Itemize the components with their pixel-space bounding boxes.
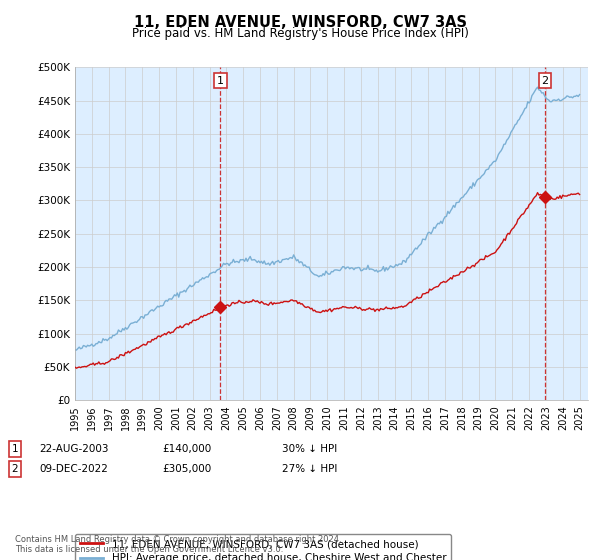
Text: 1: 1 [11, 444, 19, 454]
Text: 09-DEC-2022: 09-DEC-2022 [39, 464, 108, 474]
Text: 2: 2 [11, 464, 19, 474]
Text: 30% ↓ HPI: 30% ↓ HPI [282, 444, 337, 454]
Legend: 11, EDEN AVENUE, WINSFORD, CW7 3AS (detached house), HPI: Average price, detache: 11, EDEN AVENUE, WINSFORD, CW7 3AS (deta… [75, 534, 451, 560]
Text: £140,000: £140,000 [162, 444, 211, 454]
Text: 27% ↓ HPI: 27% ↓ HPI [282, 464, 337, 474]
Text: 22-AUG-2003: 22-AUG-2003 [39, 444, 109, 454]
Text: £305,000: £305,000 [162, 464, 211, 474]
Text: Price paid vs. HM Land Registry's House Price Index (HPI): Price paid vs. HM Land Registry's House … [131, 27, 469, 40]
Text: 1: 1 [217, 76, 224, 86]
Text: 11, EDEN AVENUE, WINSFORD, CW7 3AS: 11, EDEN AVENUE, WINSFORD, CW7 3AS [133, 15, 467, 30]
Text: Contains HM Land Registry data © Crown copyright and database right 2024.
This d: Contains HM Land Registry data © Crown c… [15, 535, 341, 554]
Text: 2: 2 [541, 76, 548, 86]
